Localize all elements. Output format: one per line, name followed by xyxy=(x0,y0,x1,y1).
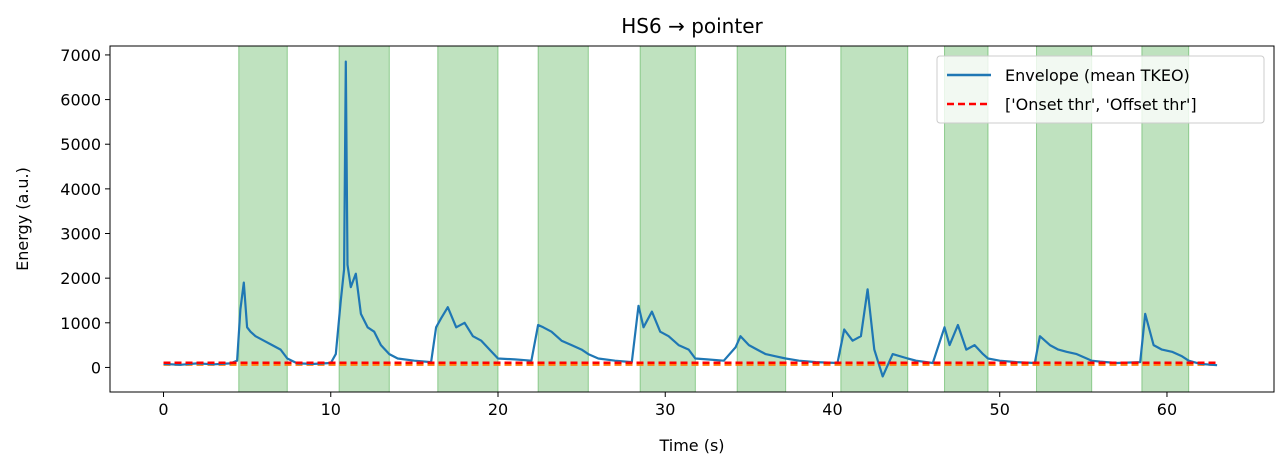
x-tick-label: 0 xyxy=(158,400,168,419)
y-axis-label: Energy (a.u.) xyxy=(13,167,32,271)
x-axis-label: Time (s) xyxy=(658,436,724,455)
y-tick-label: 1000 xyxy=(60,314,101,333)
chart-title: HS6 → pointer xyxy=(621,14,763,38)
y-tick-label: 5000 xyxy=(60,135,101,154)
data-lines xyxy=(163,60,1218,378)
active-segment xyxy=(840,45,909,393)
legend-label-envelope: Envelope (mean TKEO) xyxy=(1005,66,1190,85)
legend-box xyxy=(936,55,1265,124)
active-segment xyxy=(639,45,696,393)
x-axis-ticks: 0 10 20 30 40 50 60 xyxy=(158,392,1177,419)
x-tick-label: 10 xyxy=(321,400,341,419)
active-segment xyxy=(437,45,499,393)
active-segment xyxy=(238,45,288,393)
plot-frame xyxy=(109,45,1275,393)
x-tick-label: 40 xyxy=(822,400,842,419)
y-tick-label: 4000 xyxy=(60,180,101,199)
y-axis-ticks: 0 1000 2000 3000 4000 5000 6000 7000 xyxy=(60,46,110,377)
x-tick-label: 20 xyxy=(488,400,508,419)
x-tick-label: 50 xyxy=(990,400,1010,419)
x-tick-label: 30 xyxy=(655,400,675,419)
active-segment xyxy=(537,45,589,393)
x-tick-label: 60 xyxy=(1157,400,1177,419)
y-tick-label: 3000 xyxy=(60,225,101,244)
legend-label-threshold: ['Onset thr', 'Offset thr'] xyxy=(1005,95,1197,114)
y-tick-label: 2000 xyxy=(60,269,101,288)
y-tick-label: 7000 xyxy=(60,46,101,65)
y-tick-label: 6000 xyxy=(60,91,101,110)
y-tick-label: 0 xyxy=(91,358,101,377)
legend: Envelope (mean TKEO) ['Onset thr', 'Offs… xyxy=(936,55,1265,124)
